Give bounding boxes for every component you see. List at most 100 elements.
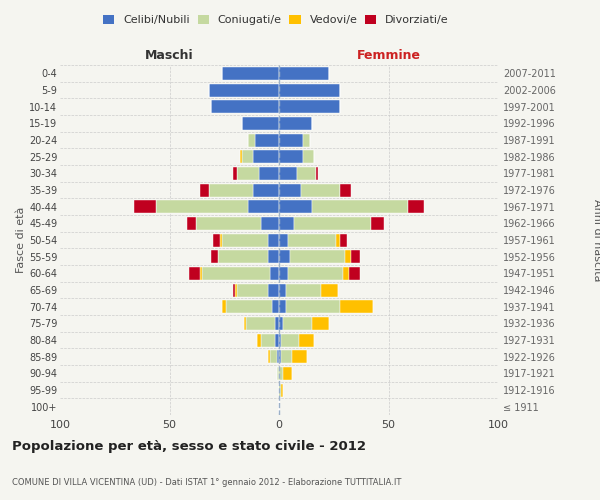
Bar (270, 350, 277, 363)
Bar (244, 317, 246, 330)
Bar (312, 200, 408, 213)
Bar (196, 217, 262, 230)
Bar (220, 234, 222, 246)
Bar (279, 184, 301, 196)
Bar (222, 300, 226, 313)
Bar (279, 217, 295, 230)
Bar (283, 317, 312, 330)
Bar (226, 300, 272, 313)
Bar (312, 317, 329, 330)
Text: COMUNE DI VILLA VICENTINA (UD) - Dati ISTAT 1° gennaio 2012 - Elaborazione TUTTI: COMUNE DI VILLA VICENTINA (UD) - Dati IS… (12, 478, 401, 487)
Bar (288, 234, 336, 246)
Bar (286, 284, 320, 296)
Bar (238, 167, 259, 180)
Bar (222, 67, 279, 80)
Bar (209, 84, 279, 96)
Bar (279, 84, 340, 96)
Bar (248, 134, 255, 146)
Bar (303, 134, 310, 146)
Bar (340, 234, 347, 246)
Bar (279, 367, 283, 380)
Bar (279, 267, 288, 280)
Bar (262, 217, 279, 230)
Bar (246, 317, 275, 330)
Bar (272, 300, 279, 313)
Bar (255, 134, 279, 146)
Bar (279, 250, 290, 263)
Bar (279, 134, 303, 146)
Bar (340, 300, 373, 313)
Bar (200, 267, 202, 280)
Bar (187, 217, 196, 230)
Bar (344, 250, 351, 263)
Y-axis label: Fasce di età: Fasce di età (16, 207, 26, 273)
Bar (279, 150, 303, 163)
Bar (262, 334, 275, 346)
Bar (279, 167, 296, 180)
Bar (270, 267, 279, 280)
Bar (336, 234, 340, 246)
Bar (279, 334, 281, 346)
Bar (134, 200, 157, 213)
Bar (189, 267, 200, 280)
Bar (281, 350, 292, 363)
Legend: Celibi/Nubili, Coniugati/e, Vedovi/e, Divorziati/e: Celibi/Nubili, Coniugati/e, Vedovi/e, Di… (99, 10, 453, 30)
Bar (253, 184, 279, 196)
Bar (211, 100, 279, 113)
Bar (222, 234, 268, 246)
Bar (288, 267, 343, 280)
Bar (218, 250, 268, 263)
Bar (279, 284, 286, 296)
Bar (286, 300, 340, 313)
Bar (257, 334, 262, 346)
Bar (275, 334, 279, 346)
Bar (316, 167, 319, 180)
Bar (303, 150, 314, 163)
Text: Anni di nascita: Anni di nascita (592, 198, 600, 281)
Bar (279, 300, 286, 313)
Bar (281, 384, 283, 396)
Bar (239, 150, 242, 163)
Bar (279, 384, 281, 396)
Bar (320, 284, 338, 296)
Bar (408, 200, 424, 213)
Text: Femmine: Femmine (356, 48, 421, 62)
Bar (248, 200, 279, 213)
Bar (351, 250, 360, 263)
Bar (371, 217, 384, 230)
Bar (209, 184, 253, 196)
Bar (233, 167, 238, 180)
Bar (268, 350, 270, 363)
Bar (279, 317, 283, 330)
Bar (277, 350, 279, 363)
Bar (238, 284, 268, 296)
Bar (233, 284, 235, 296)
Bar (279, 67, 329, 80)
Bar (211, 250, 218, 263)
Bar (340, 184, 351, 196)
Bar (279, 117, 312, 130)
Bar (279, 350, 281, 363)
Bar (295, 217, 371, 230)
Bar (279, 100, 340, 113)
Bar (343, 267, 349, 280)
Bar (253, 150, 279, 163)
Bar (157, 200, 248, 213)
Bar (268, 284, 279, 296)
Text: Maschi: Maschi (145, 48, 194, 62)
Bar (281, 334, 299, 346)
Bar (214, 234, 220, 246)
Bar (290, 250, 344, 263)
Bar (279, 200, 312, 213)
Bar (301, 184, 340, 196)
Bar (296, 167, 316, 180)
Text: Popolazione per età, sesso e stato civile - 2012: Popolazione per età, sesso e stato civil… (12, 440, 366, 453)
Bar (202, 267, 270, 280)
Bar (292, 350, 307, 363)
Bar (235, 284, 238, 296)
Bar (200, 184, 209, 196)
Bar (259, 167, 279, 180)
Bar (242, 117, 279, 130)
Bar (268, 250, 279, 263)
Bar (242, 150, 253, 163)
